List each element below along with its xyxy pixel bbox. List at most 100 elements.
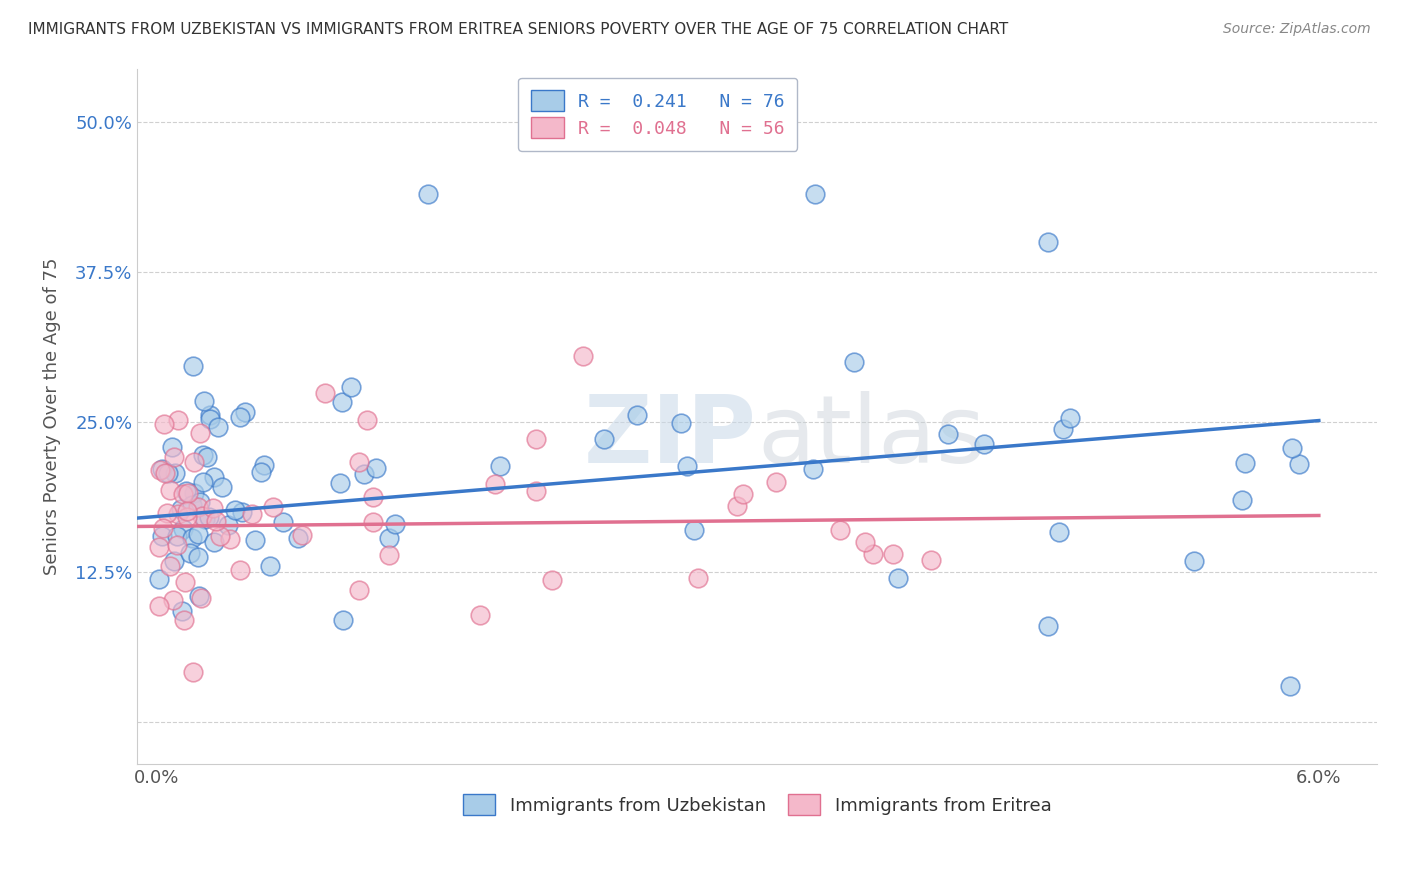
Point <box>378 531 401 545</box>
Point <box>287 531 309 545</box>
Point <box>332 395 354 409</box>
Point <box>882 547 904 561</box>
Point <box>163 554 186 568</box>
Point <box>194 512 217 526</box>
Point <box>468 608 491 623</box>
Point <box>676 458 699 473</box>
Text: atlas: atlas <box>756 391 986 483</box>
Point <box>190 425 212 440</box>
Point <box>148 572 170 586</box>
Point <box>193 393 215 408</box>
Point <box>190 508 212 523</box>
Point <box>152 521 174 535</box>
Point <box>166 529 188 543</box>
Text: IMMIGRANTS FROM UZBEKISTAN VS IMMIGRANTS FROM ERITREA SENIORS POVERTY OVER THE A: IMMIGRANTS FROM UZBEKISTAN VS IMMIGRANTS… <box>28 22 1008 37</box>
Point <box>174 483 197 498</box>
Point <box>314 386 336 401</box>
Point <box>938 427 960 442</box>
Point <box>340 380 363 394</box>
Point <box>174 575 197 590</box>
Point <box>725 499 748 513</box>
Point <box>233 405 256 419</box>
Point <box>166 538 188 552</box>
Point <box>180 531 202 545</box>
Point <box>801 462 824 476</box>
Point <box>219 532 242 546</box>
Point <box>187 526 209 541</box>
Point <box>571 349 593 363</box>
Point <box>259 558 281 573</box>
Point <box>349 582 371 597</box>
Point <box>626 408 648 422</box>
Text: ZIP: ZIP <box>585 391 756 483</box>
Point <box>1059 411 1081 425</box>
Point <box>253 458 276 472</box>
Point <box>364 460 387 475</box>
Point <box>329 476 352 491</box>
Point <box>1278 679 1301 693</box>
Point <box>384 517 406 532</box>
Point <box>356 413 378 427</box>
Point <box>170 604 193 618</box>
Point <box>187 550 209 565</box>
Point <box>541 573 564 587</box>
Point <box>1281 442 1303 456</box>
Point <box>181 665 204 680</box>
Point <box>862 547 884 561</box>
Point <box>1036 235 1059 250</box>
Point <box>183 455 205 469</box>
Point <box>489 458 512 473</box>
Point <box>193 475 215 490</box>
Point <box>209 529 232 543</box>
Point <box>217 518 239 533</box>
Point <box>378 548 401 562</box>
Point <box>1036 619 1059 633</box>
Point <box>828 523 851 537</box>
Point <box>200 412 222 426</box>
Point <box>166 508 188 522</box>
Point <box>353 467 375 481</box>
Point <box>166 412 188 426</box>
Point <box>363 491 385 505</box>
Point <box>731 487 754 501</box>
Point <box>332 613 354 627</box>
Point <box>669 417 692 431</box>
Point <box>524 484 547 499</box>
Point <box>198 510 221 524</box>
Point <box>195 450 218 464</box>
Point <box>682 523 704 537</box>
Point <box>173 613 195 627</box>
Point <box>202 500 225 515</box>
Y-axis label: Seniors Poverty Over the Age of 75: Seniors Poverty Over the Age of 75 <box>44 258 60 575</box>
Point <box>193 448 215 462</box>
Point <box>920 553 942 567</box>
Point <box>172 522 194 536</box>
Point <box>187 500 209 514</box>
Point <box>262 500 284 514</box>
Point <box>686 571 709 585</box>
Point <box>524 433 547 447</box>
Point <box>181 498 204 512</box>
Point <box>224 503 246 517</box>
Point <box>853 534 876 549</box>
Point <box>160 440 183 454</box>
Point <box>156 506 179 520</box>
Point <box>484 476 506 491</box>
Point <box>190 591 212 606</box>
Point <box>593 432 616 446</box>
Point <box>176 504 198 518</box>
Legend: Immigrants from Uzbekistan, Immigrants from Eritrea: Immigrants from Uzbekistan, Immigrants f… <box>454 786 1060 824</box>
Point <box>205 515 228 529</box>
Point <box>1230 492 1253 507</box>
Point <box>887 571 910 585</box>
Point <box>842 355 865 369</box>
Point <box>228 563 250 577</box>
Point <box>973 437 995 451</box>
Text: Source: ZipAtlas.com: Source: ZipAtlas.com <box>1223 22 1371 37</box>
Point <box>162 593 184 607</box>
Point <box>155 466 177 480</box>
Point <box>416 187 439 202</box>
Point <box>188 495 211 509</box>
Point <box>271 515 294 529</box>
Point <box>152 417 174 432</box>
